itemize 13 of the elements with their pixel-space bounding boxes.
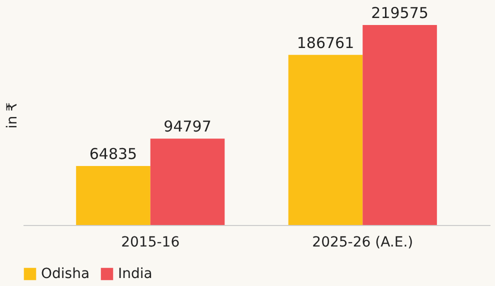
data-label: 186761 <box>296 34 354 52</box>
data-label: 64835 <box>89 144 138 163</box>
bar <box>76 166 150 225</box>
bar <box>288 54 363 225</box>
bar <box>362 25 437 225</box>
bar <box>150 138 225 225</box>
y-axis-title: in ₹ <box>4 102 20 129</box>
x-tick-label: 2015-16 <box>121 234 180 250</box>
legend-label: India <box>118 266 152 282</box>
data-label: 219575 <box>371 4 428 22</box>
legend-label: Odisha <box>41 266 90 282</box>
data-label: 94797 <box>164 118 212 136</box>
x-tick-label: 2025-26 (A.E.) <box>312 234 414 250</box>
